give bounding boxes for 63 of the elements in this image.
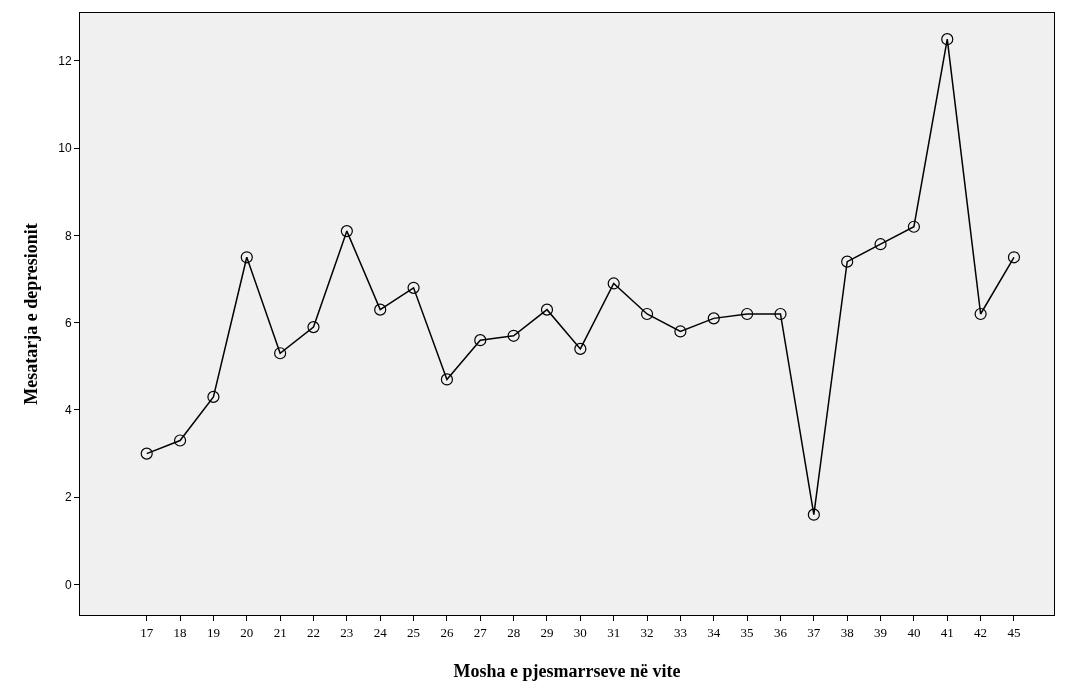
point bbox=[707, 312, 720, 325]
y-tick-label: 6 bbox=[64, 315, 72, 330]
point bbox=[307, 320, 320, 334]
point bbox=[874, 238, 887, 251]
x-tick-label: 32 bbox=[640, 624, 654, 640]
x-tick-label: 28 bbox=[507, 624, 521, 640]
x-tick-label: 30 bbox=[573, 624, 587, 640]
point bbox=[741, 307, 754, 321]
point bbox=[240, 251, 253, 264]
x-tick-label: 23 bbox=[340, 624, 354, 640]
point bbox=[907, 220, 920, 233]
point bbox=[407, 281, 420, 294]
x-tick-label: 42 bbox=[974, 624, 988, 640]
point bbox=[807, 508, 820, 521]
point bbox=[173, 434, 187, 447]
point bbox=[340, 225, 353, 238]
x-tick-label: 22 bbox=[306, 624, 320, 640]
x-tick-label: 25 bbox=[407, 624, 421, 640]
y-tick-label: 4 bbox=[64, 403, 72, 418]
x-tick-label: 18 bbox=[173, 624, 187, 640]
point bbox=[640, 307, 654, 321]
x-tick-label: 33 bbox=[673, 624, 687, 640]
point bbox=[140, 447, 153, 460]
x-tick-label: 17 bbox=[140, 624, 154, 640]
point bbox=[374, 303, 387, 316]
point bbox=[974, 307, 987, 321]
x-tick-label: 38 bbox=[840, 624, 854, 640]
point bbox=[841, 255, 854, 268]
point bbox=[574, 342, 587, 355]
x-tick-label: 21 bbox=[273, 624, 287, 640]
x-tick-label: 40 bbox=[907, 624, 921, 640]
x-tick-label: 35 bbox=[740, 624, 754, 640]
x-axis-title: Mosha e pjesmarrseve në vite bbox=[453, 660, 681, 681]
point bbox=[207, 390, 220, 403]
y-tick-label: 2 bbox=[64, 490, 72, 505]
point bbox=[440, 373, 454, 386]
point bbox=[941, 33, 954, 46]
x-tick-label: 27 bbox=[473, 624, 488, 640]
y-axis-title: Mesatarja e depresionit bbox=[21, 223, 42, 405]
x-tick-label: 36 bbox=[773, 624, 788, 640]
x-tick-label: 26 bbox=[440, 624, 454, 640]
point bbox=[1007, 251, 1021, 264]
y-tick-label: 10 bbox=[58, 141, 72, 156]
x-tick-label: 37 bbox=[807, 624, 821, 640]
point bbox=[507, 329, 520, 342]
x-tick-label: 39 bbox=[874, 624, 888, 640]
x-tick-label: 34 bbox=[707, 624, 721, 640]
y-tick-label: 0 bbox=[64, 577, 72, 592]
point bbox=[607, 277, 620, 290]
x-tick-label: 19 bbox=[206, 624, 220, 640]
point bbox=[674, 325, 687, 338]
x-tick-label: 31 bbox=[607, 624, 621, 640]
point bbox=[540, 303, 554, 316]
x-tick-label: 29 bbox=[540, 624, 554, 640]
point bbox=[774, 307, 787, 321]
x-tick-label: 45 bbox=[1007, 624, 1021, 640]
x-tick-label: 24 bbox=[373, 624, 388, 640]
point bbox=[274, 347, 287, 360]
y-tick-label: 12 bbox=[58, 54, 72, 69]
x-tick-label: 41 bbox=[940, 624, 954, 640]
x-tick-label: 20 bbox=[240, 624, 254, 640]
point bbox=[474, 334, 487, 347]
y-tick-label: 8 bbox=[64, 228, 72, 243]
